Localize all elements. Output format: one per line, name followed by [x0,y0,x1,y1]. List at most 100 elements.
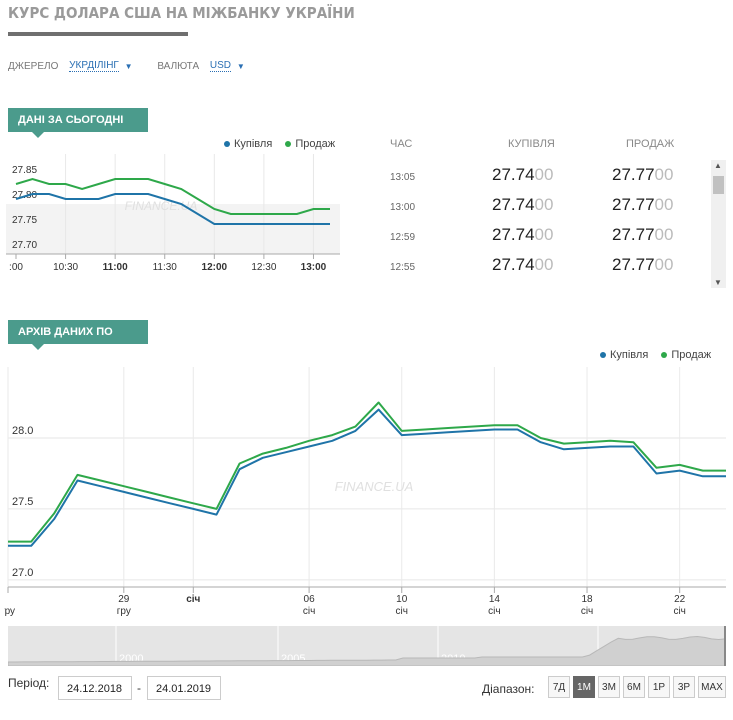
buy-main: 27.74 [492,195,535,214]
sell-main: 27.77 [612,165,655,184]
row-buy: 27.7400 [492,255,553,275]
legend-buy-label: Купівля [234,138,273,150]
table-row: 13:00 27.7400 27.7700 [372,192,712,222]
range-navigator[interactable]: 2000200520102015 [8,626,726,666]
range-7d-button[interactable]: 7Д [548,676,570,698]
series-buy-line [15,193,330,225]
row-time: 13:00 [390,202,416,213]
dot-icon [661,352,668,359]
legend-sell[interactable]: Продаж [661,349,711,361]
buy-tail: 00 [534,225,554,244]
chevron-down-icon[interactable]: ▼ [124,61,133,71]
x-tick-label: 06 [304,594,316,605]
x-tick-label: 12:30 [251,262,276,273]
buy-main: 27.74 [492,225,535,244]
scroll-thumb[interactable] [713,176,724,194]
range-1y-button[interactable]: 1Р [648,676,670,698]
row-buy: 27.7400 [492,165,553,185]
filters-bar: ДЖЕРЕЛО УКРДІЛІНГ ▼ ВАЛЮТА USD ▼ [8,60,267,72]
currency-select[interactable]: USD [209,60,232,72]
today-legend: Купівля Продаж [214,138,335,150]
table-header-buy: КУПІВЛЯ [508,138,555,150]
y-tick-label: 27.75 [12,215,37,226]
x-tick-label: 22 [674,594,686,605]
range-6m-button[interactable]: 6М [623,676,645,698]
x-tick-label: 10 [396,594,408,605]
table-header-time: ЧАС [390,138,413,150]
legend-buy[interactable]: Купівля [224,138,272,150]
period-label: Період: [8,676,50,690]
scroll-down-icon[interactable]: ▼ [714,278,722,287]
x-tick-label: 11:30 [153,262,178,273]
y-tick-label: 27.70 [12,240,37,251]
sell-main: 27.77 [612,225,655,244]
series-sell-line [8,401,726,543]
y-tick-label: 27.0 [12,567,33,579]
table-header-sell: ПРОДАЖ [626,138,675,150]
legend-sell-label: Продаж [295,138,336,150]
date-to-input[interactable]: 24.01.2019 [147,676,221,700]
x-tick-sublabel: січ [303,606,315,617]
series-buy-line [8,408,726,547]
sell-main: 27.77 [612,255,655,274]
chevron-down-icon[interactable]: ▼ [236,61,245,71]
range-3y-button[interactable]: 3Р [673,676,695,698]
range-label: Діапазон: [482,682,535,696]
today-section-title: ДАНІ ЗА СЬОГОДНІ [8,108,148,138]
buy-tail: 00 [534,255,554,274]
series-sell-line [15,177,330,215]
dot-icon [224,141,230,148]
legend-buy[interactable]: Купівля [600,349,648,361]
x-tick-sublabel: січ [396,606,408,617]
table-row: 12:59 27.7400 27.7700 [372,222,712,252]
source-label: ДЖЕРЕЛО [8,60,59,72]
x-tick-label: 13:00 [301,262,327,273]
row-buy: 27.7400 [492,225,553,245]
x-tick-label: 29 [118,594,130,605]
range-max-button[interactable]: MAX [698,676,726,698]
x-tick-label: 14 [489,594,501,605]
x-tick-label: 12:00 [202,262,228,273]
navigator-area [8,635,726,666]
today-chart: :00 10:30 11:00 11:30 12:00 12:30 13:00 27.70 27… [6,154,340,273]
page-title: КУРС ДОЛАРА США НА МІЖБАНКУ УКРАЇНИ [8,4,355,22]
x-tick-label: 18 [581,594,593,605]
archive-legend: Купівля Продаж [590,349,711,361]
row-time: 13:05 [390,172,416,183]
table-row: 13:05 27.7400 27.7700 [372,162,712,192]
row-buy: 27.7400 [492,195,553,215]
navigator-handle[interactable] [724,626,726,666]
legend-buy-label: Купівля [610,349,649,361]
x-tick-sublabel: січ [488,606,500,617]
archive-section-title: АРХІВ ДАНИХ ПО ДНЯХ [8,320,148,362]
navigator-sparkline: 2000200520102015 [8,626,726,666]
range-3m-button[interactable]: 3М [598,676,620,698]
y-tick-label: 27.5 [12,496,33,508]
plot-band [6,204,340,254]
buy-tail: 00 [534,165,554,184]
y-tick-label: 28.0 [12,425,33,437]
row-sell: 27.7700 [612,225,673,245]
x-tick-label: :00 [9,262,23,273]
x-tick-sublabel: гру [117,606,131,617]
buy-main: 27.74 [492,165,535,184]
y-tick-label: 27.85 [12,165,37,176]
sell-main: 27.77 [612,195,655,214]
legend-sell[interactable]: Продаж [285,138,335,150]
sell-tail: 00 [654,165,674,184]
archive-chart: 27.027.528.0гру29грусіч06січ10січ14січ18… [4,367,726,617]
table-row: 12:55 27.7400 27.7700 [372,252,712,282]
range-1m-button[interactable]: 1М [573,676,595,698]
x-tick-sublabel: січ [673,606,685,617]
x-tick-label: 11:00 [103,262,128,273]
scroll-up-icon[interactable]: ▲ [714,161,722,170]
row-sell: 27.7700 [612,255,673,275]
table-scrollbar[interactable]: ▲ ▼ [711,160,726,288]
row-sell: 27.7700 [612,195,673,215]
sell-tail: 00 [654,225,674,244]
row-sell: 27.7700 [612,165,673,185]
dot-icon [600,352,606,359]
dot-icon [285,141,292,148]
date-from-input[interactable]: 24.12.2018 [58,676,132,700]
source-select[interactable]: УКРДІЛІНГ [69,60,119,72]
